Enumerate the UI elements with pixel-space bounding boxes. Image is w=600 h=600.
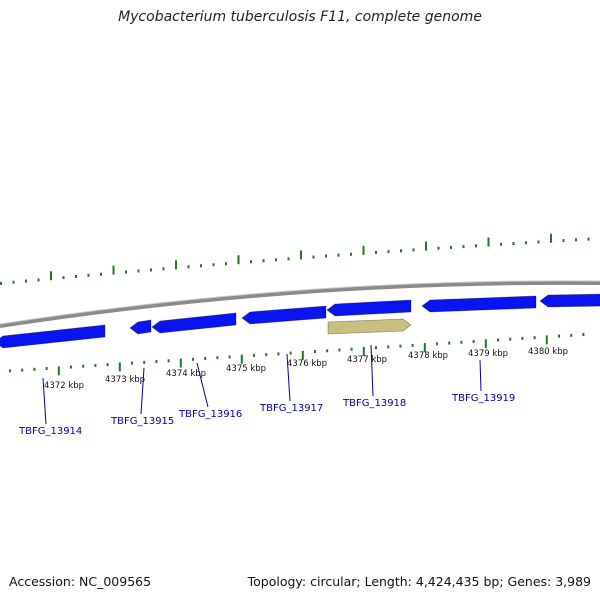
- gene-leader-line: [286, 353, 291, 402]
- gene-label[interactable]: TBFG_13917: [259, 403, 323, 414]
- scale-label: 4379 kbp: [468, 349, 508, 359]
- gene-feature[interactable]: [326, 299, 412, 317]
- inner-tick-ring: [9, 333, 585, 376]
- gene-track: [0, 293, 600, 349]
- gene-feature[interactable]: [539, 293, 600, 308]
- gene-leader-line: [479, 359, 482, 392]
- map-title: Mycobacterium tuberculosis F11, complete…: [118, 9, 482, 25]
- scale-label: 4380 kbp: [528, 347, 568, 357]
- gene-feature[interactable]: [0, 324, 106, 349]
- gene-leader-line: [196, 362, 209, 408]
- scale-label: 4377 kbp: [347, 355, 387, 365]
- gene-feature[interactable]: [241, 305, 327, 325]
- gene-feature[interactable]: [129, 319, 152, 335]
- gene-leader-line: [140, 367, 145, 415]
- gene-leader-line: [42, 377, 47, 425]
- gene-label[interactable]: TBFG_13919: [451, 393, 515, 404]
- accession-label: Accession: NC_009565: [9, 574, 152, 589]
- outer-tick-ring: [0, 233, 590, 285]
- genome-backbone: [0, 280, 600, 328]
- gene-feature-highlight[interactable]: [327, 318, 412, 335]
- scale-label: 4376 kbp: [287, 359, 327, 369]
- scale-label: 4373 kbp: [105, 375, 145, 385]
- gene-labels: TBFG_13914 TBFG_13915 TBFG_13916 TBFG_13917…: [18, 344, 515, 437]
- scale-label: 4374 kbp: [166, 369, 206, 379]
- gene-label[interactable]: TBFG_13918: [342, 398, 406, 409]
- gene-feature[interactable]: [151, 312, 237, 334]
- scale-label: 4378 kbp: [408, 351, 448, 361]
- gene-leader-line: [370, 344, 374, 397]
- gene-label[interactable]: TBFG_13916: [178, 409, 242, 420]
- gene-label[interactable]: TBFG_13915: [110, 416, 174, 427]
- gene-label[interactable]: TBFG_13914: [18, 426, 82, 437]
- scale-labels: 4372 kbp 4373 kbp 4374 kbp 4375 kbp 4376 kbp…: [44, 347, 568, 391]
- scale-label: 4372 kbp: [44, 381, 84, 391]
- genome-summary: Topology: circular; Length: 4,424,435 bp…: [247, 574, 591, 589]
- gene-feature[interactable]: [421, 295, 537, 313]
- scale-label: 4375 kbp: [226, 364, 266, 374]
